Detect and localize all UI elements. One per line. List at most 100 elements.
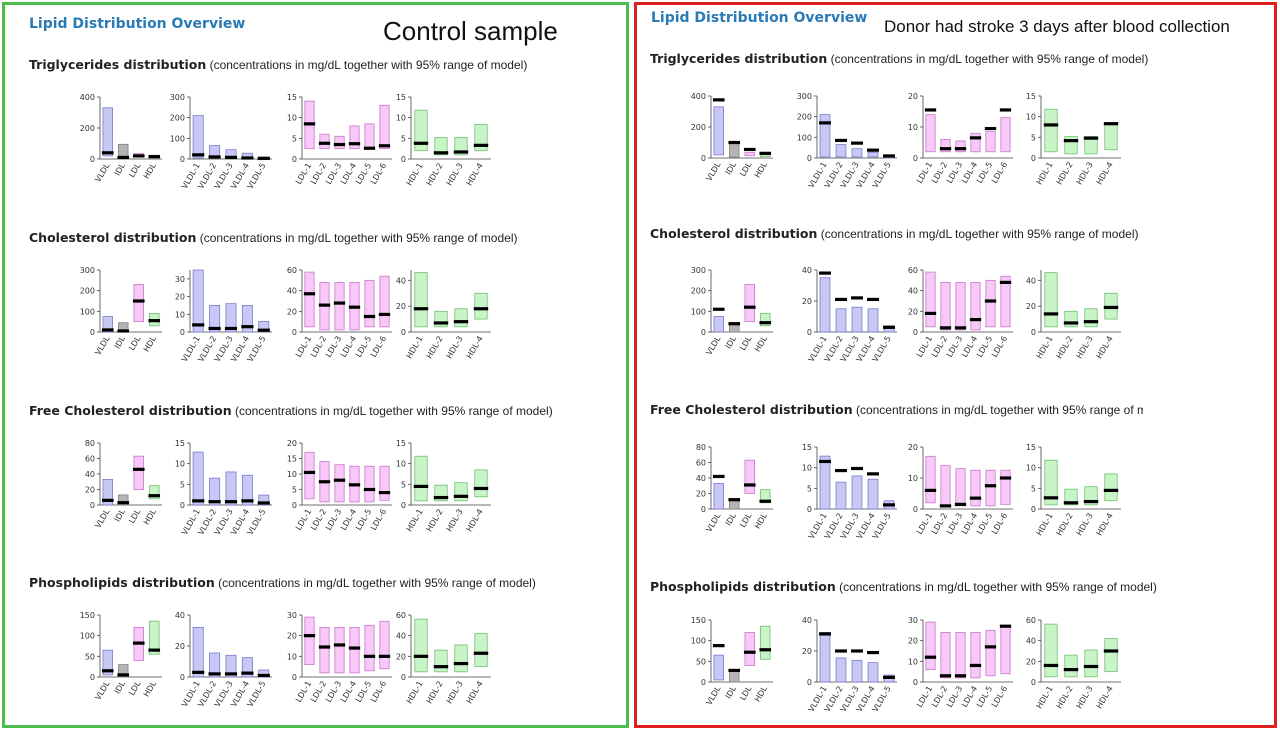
value-marker <box>867 472 879 476</box>
value-marker <box>257 156 270 160</box>
value-marker <box>939 326 952 330</box>
value-marker <box>257 501 270 505</box>
value-marker <box>883 503 895 507</box>
value-marker <box>883 325 895 329</box>
y-tick-label: 40 <box>802 266 812 275</box>
range-bar <box>241 657 253 678</box>
y-tick-label: 10 <box>175 310 185 319</box>
lipid-bar-chart: 0 20 40 60 80 VLDL IDL LDL HDL <box>696 443 773 534</box>
control-panel: Lipid Distribution Overview Control samp… <box>2 2 629 728</box>
category-label: HDL <box>753 511 769 530</box>
value-marker <box>712 98 725 102</box>
range-bar <box>867 308 879 333</box>
y-tick-label: 20 <box>396 302 406 311</box>
category-label: HDL-1 <box>1035 335 1055 361</box>
y-tick-label: 60 <box>85 455 95 464</box>
range-bar <box>1000 469 1011 505</box>
category-label: LDL-6 <box>990 685 1009 709</box>
category-label: HDL-3 <box>445 335 465 361</box>
range-bar <box>414 455 428 502</box>
lipid-bar-chart: 0 50 100 150 VLDL IDL LDL HDL <box>691 616 773 707</box>
range-bar <box>474 292 488 320</box>
y-tick-label: 0 <box>1031 678 1036 687</box>
range-bar <box>241 305 253 333</box>
value-marker <box>728 668 741 673</box>
y-tick-label: 200 <box>170 114 185 123</box>
value-marker <box>433 321 449 325</box>
value-marker <box>924 108 937 112</box>
range-bar <box>867 662 879 683</box>
y-tick-label: 0 <box>701 505 706 514</box>
section-note: (concentrations in mg/dL together with 9… <box>234 404 553 418</box>
y-tick-label: 0 <box>180 155 185 164</box>
value-marker <box>224 672 238 676</box>
y-tick-label: 0 <box>807 154 812 163</box>
y-tick-label: 0 <box>401 328 406 337</box>
range-bar <box>319 626 330 674</box>
category-label: HDL <box>142 507 158 526</box>
value-marker <box>819 632 831 636</box>
y-tick-label: 80 <box>696 443 706 452</box>
value-marker <box>333 643 346 647</box>
range-bar <box>713 654 724 681</box>
range-bar <box>118 664 129 678</box>
value-marker <box>433 151 449 155</box>
value-marker <box>954 674 967 678</box>
y-tick-label: 20 <box>1026 657 1036 666</box>
value-marker <box>132 641 145 645</box>
range-bar <box>414 272 428 328</box>
range-bar <box>379 275 390 328</box>
value-marker <box>148 648 161 652</box>
value-marker <box>303 470 316 475</box>
category-label: HDL-4 <box>1095 512 1115 538</box>
category-label: LDL <box>738 334 754 352</box>
y-tick-label: 20 <box>908 92 918 101</box>
range-bar <box>955 281 966 331</box>
value-marker <box>453 494 469 498</box>
y-tick-label: 300 <box>691 266 706 275</box>
value-marker <box>1083 320 1099 324</box>
value-marker <box>192 323 205 327</box>
value-marker <box>984 484 997 488</box>
value-marker <box>473 651 489 655</box>
section-name: Phospholipids distribution <box>29 575 215 590</box>
range-bar <box>985 131 996 153</box>
range-bar <box>209 477 221 506</box>
category-label: HDL-4 <box>465 162 485 188</box>
range-bar <box>1000 625 1011 675</box>
value-marker <box>117 329 130 333</box>
value-marker <box>208 672 221 676</box>
value-marker <box>743 650 756 654</box>
range-bar <box>1064 654 1078 678</box>
value-marker <box>759 321 772 325</box>
category-label: HDL <box>753 160 769 179</box>
value-marker <box>148 319 161 323</box>
y-tick-label: 5 <box>292 486 297 495</box>
y-tick-label: 50 <box>85 652 95 661</box>
y-tick-label: 50 <box>696 657 706 666</box>
value-marker <box>363 314 376 319</box>
value-marker <box>132 299 145 303</box>
y-tick-label: 0 <box>292 501 297 510</box>
value-marker <box>867 297 879 302</box>
category-label: HDL <box>753 684 769 703</box>
range-bar <box>851 659 863 683</box>
range-bar <box>1044 623 1058 678</box>
range-bar <box>851 475 863 510</box>
category-label: HDL <box>142 161 158 180</box>
category-label: IDL <box>724 334 739 350</box>
value-marker <box>835 468 847 473</box>
value-marker <box>819 459 831 464</box>
range-bar <box>1104 638 1118 673</box>
value-marker <box>378 312 391 317</box>
section-name: Triglycerides distribution <box>650 51 828 66</box>
range-bar <box>713 106 724 156</box>
range-bar <box>1000 117 1011 153</box>
section-heading: Triglycerides distribution (concentratio… <box>29 57 527 72</box>
panel-title: Lipid Distribution Overview <box>29 16 246 32</box>
section-heading: Cholesterol distribution (concentrations… <box>29 230 517 245</box>
